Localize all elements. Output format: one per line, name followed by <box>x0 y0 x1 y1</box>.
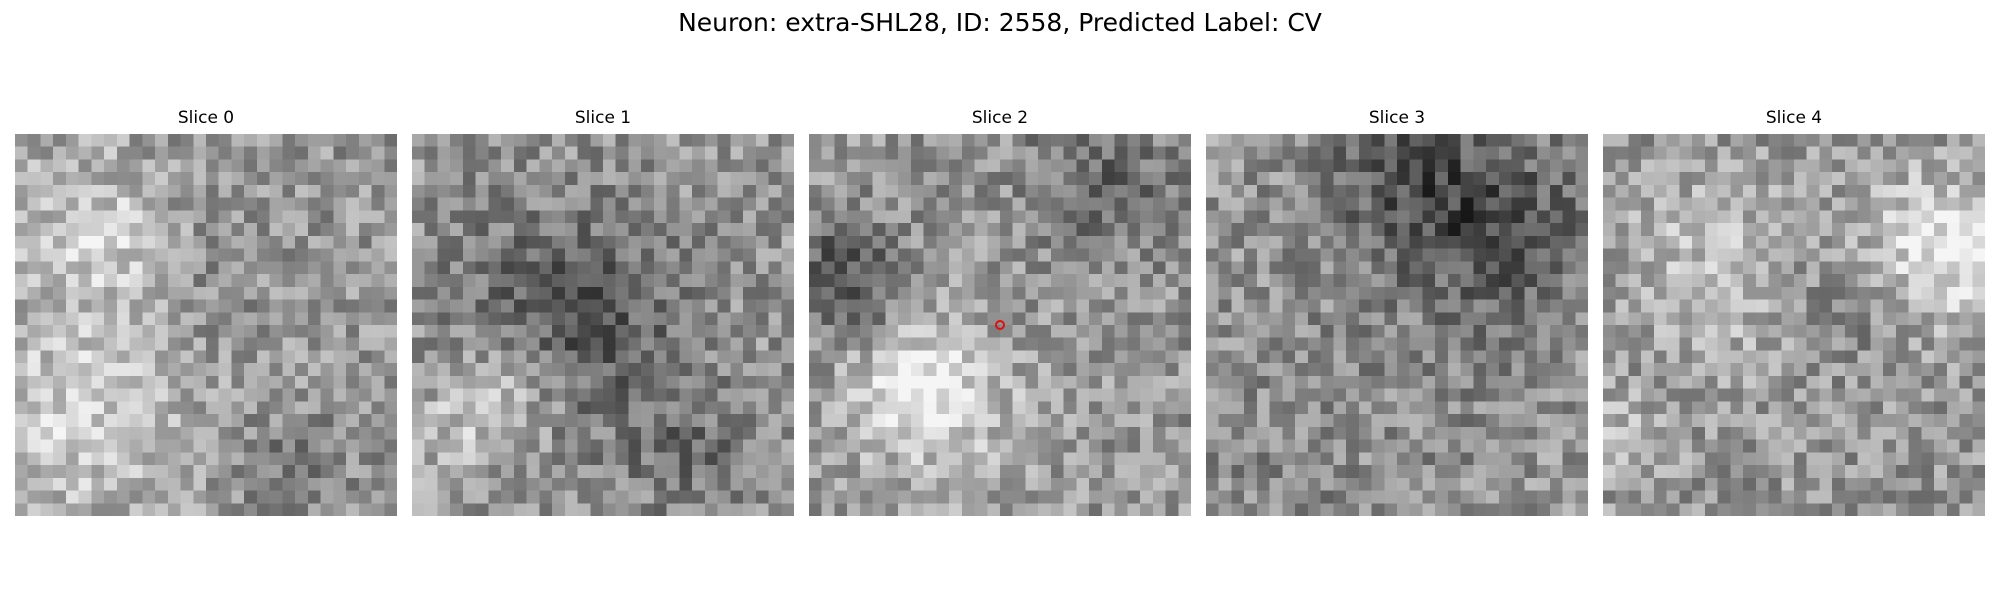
slice-panel-0: Slice 0 <box>15 108 397 516</box>
slice-canvas-0 <box>15 134 397 516</box>
slice-title-4: Slice 4 <box>1765 108 1823 128</box>
slice-title-0: Slice 0 <box>177 108 235 128</box>
slice-title-2: Slice 2 <box>971 108 1029 128</box>
slice-canvas-4 <box>1603 134 1985 516</box>
figure-title: Neuron: extra-SHL28, ID: 2558, Predicted… <box>678 8 1322 37</box>
slice-panel-4: Slice 4 <box>1603 108 1985 516</box>
slice-title-1: Slice 1 <box>574 108 632 128</box>
slice-image-4 <box>1603 134 1985 516</box>
slice-image-2 <box>809 134 1191 516</box>
slice-title-3: Slice 3 <box>1368 108 1426 128</box>
slice-panel-2: Slice 2 <box>809 108 1191 516</box>
slice-canvas-3 <box>1206 134 1588 516</box>
slice-image-3 <box>1206 134 1588 516</box>
slice-canvas-1 <box>412 134 794 516</box>
slice-panel-3: Slice 3 <box>1206 108 1588 516</box>
center-marker <box>995 320 1005 330</box>
slice-panel-1: Slice 1 <box>412 108 794 516</box>
slice-image-1 <box>412 134 794 516</box>
slice-image-0 <box>15 134 397 516</box>
